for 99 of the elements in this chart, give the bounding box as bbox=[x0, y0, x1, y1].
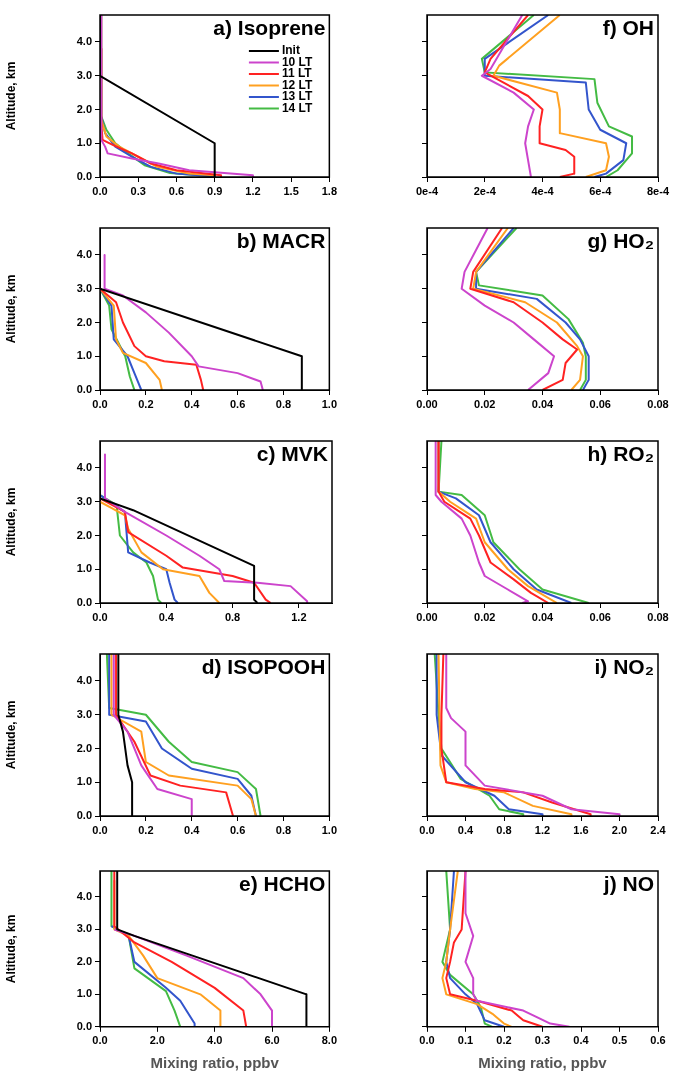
y-tick-label: 1.0 bbox=[76, 562, 92, 575]
x-tick-label: 0.0 bbox=[92, 397, 108, 410]
chart-title: i) NO₂ bbox=[594, 655, 654, 679]
x-tick-label: 0.02 bbox=[474, 397, 496, 410]
y-tick-label: 1.0 bbox=[76, 987, 92, 1000]
x-tick-label: 0.08 bbox=[647, 610, 669, 623]
x-tick-label: 0.6 bbox=[229, 397, 246, 410]
x-tick-label: 0.9 bbox=[207, 184, 223, 197]
x-tick-label: 0.04 bbox=[531, 397, 555, 410]
x-tick-label: 0.0 bbox=[419, 1034, 435, 1047]
x-tick-label: 1.6 bbox=[573, 823, 589, 836]
y-axis-title: Altitude, km bbox=[3, 914, 18, 984]
x-tick-label: 1.5 bbox=[283, 184, 299, 197]
x-tick-label: 6.0 bbox=[264, 1034, 280, 1047]
x-tick-label: 0.06 bbox=[589, 610, 611, 623]
chart-title: j) NO bbox=[602, 872, 654, 896]
chart-title: g) HO₂ bbox=[587, 229, 654, 253]
y-axis-title: Altitude, km bbox=[3, 61, 18, 131]
chart-title: d) ISOPOOH bbox=[201, 655, 326, 679]
x-tick-label: 0.4 bbox=[573, 1034, 590, 1047]
x-tick-label: 0.00 bbox=[416, 610, 438, 623]
chart-title: h) RO₂ bbox=[587, 442, 654, 466]
x-tick-label: 0.4 bbox=[184, 823, 201, 836]
x-tick-label: 2e-4 bbox=[473, 184, 497, 197]
x-tick-label: 0.4 bbox=[184, 397, 201, 410]
x-tick-label: 0.8 bbox=[224, 610, 241, 623]
x-tick-label: 0.0 bbox=[92, 823, 108, 836]
y-axis-title: Altitude, km bbox=[3, 487, 18, 557]
x-tick-label: 0.6 bbox=[650, 1034, 666, 1047]
y-tick-label: 3.0 bbox=[76, 281, 92, 294]
x-tick-label: 0.06 bbox=[589, 397, 611, 410]
x-tick-label: 0.02 bbox=[474, 610, 496, 623]
y-tick-label: 2.0 bbox=[76, 315, 92, 328]
y-tick-label: 0.0 bbox=[76, 596, 92, 609]
y-tick-label: 3.0 bbox=[76, 494, 92, 507]
y-tick-label: 4.0 bbox=[76, 890, 92, 902]
x-tick-label: 0.2 bbox=[138, 823, 154, 836]
x-tick-label: 0.4 bbox=[457, 823, 475, 836]
y-tick-label: 3.0 bbox=[76, 922, 92, 935]
x-tick-label: 1.2 bbox=[291, 610, 307, 623]
y-tick-label: 4.0 bbox=[76, 248, 92, 261]
y-tick-label: 4.0 bbox=[76, 35, 92, 48]
x-tick-label: 0.5 bbox=[611, 1034, 628, 1047]
x-tick-label: 1.2 bbox=[534, 823, 551, 836]
x-tick-label: 2.0 bbox=[611, 823, 628, 836]
x-tick-label: 0.3 bbox=[534, 1034, 551, 1047]
y-tick-label: 1.0 bbox=[76, 136, 92, 149]
chart-title: a) Isoprene bbox=[213, 16, 326, 40]
x-tick-label: 0.6 bbox=[229, 823, 246, 836]
y-tick-label: 0.0 bbox=[76, 383, 92, 396]
x-tick-label: 0.1 bbox=[457, 1034, 474, 1047]
x-tick-label: 1.8 bbox=[321, 184, 337, 197]
y-tick-label: 3.0 bbox=[76, 68, 92, 81]
y-tick-label: 2.0 bbox=[76, 741, 92, 754]
x-tick-label: 0.04 bbox=[531, 610, 555, 623]
y-axis-title: Altitude, km bbox=[3, 700, 18, 770]
y-tick-label: 1.0 bbox=[76, 775, 92, 788]
chart-title: f) OH bbox=[602, 16, 654, 40]
y-tick-label: 2.0 bbox=[76, 102, 92, 115]
x-tick-label: 6e-4 bbox=[589, 184, 613, 197]
chart-title: e) HCHO bbox=[239, 872, 326, 896]
x-tick-label: 0e-4 bbox=[415, 184, 439, 197]
x-tick-label: 0.0 bbox=[92, 1034, 108, 1047]
y-tick-label: 0.0 bbox=[76, 809, 92, 822]
x-tick-label: 0.6 bbox=[168, 184, 185, 197]
x-tick-label: 0.2 bbox=[138, 397, 154, 410]
x-tick-label: 0.4 bbox=[158, 610, 175, 623]
x-tick-label: 1.2 bbox=[245, 184, 261, 197]
x-tick-label: 0.3 bbox=[130, 184, 146, 197]
chart-title: c) MVK bbox=[256, 442, 328, 466]
x-axis-title: Mixing ratio, ppbv bbox=[150, 1054, 280, 1072]
x-tick-label: 4e-4 bbox=[531, 184, 555, 197]
chart-title: b) MACR bbox=[236, 229, 326, 253]
x-tick-label: 0.2 bbox=[496, 1034, 512, 1047]
x-tick-label: 0.08 bbox=[647, 397, 669, 410]
y-tick-label: 0.0 bbox=[76, 1019, 92, 1032]
x-tick-label: 0.0 bbox=[92, 184, 108, 197]
x-tick-label: 0.8 bbox=[496, 823, 512, 836]
x-tick-label: 8.0 bbox=[321, 1034, 337, 1047]
x-tick-label: 2.0 bbox=[149, 1034, 165, 1047]
x-tick-label: 0.00 bbox=[416, 397, 438, 410]
y-tick-label: 1.0 bbox=[76, 349, 92, 362]
y-tick-label: 2.0 bbox=[76, 954, 92, 967]
x-tick-label: 0.0 bbox=[419, 823, 435, 836]
x-tick-label: 0.8 bbox=[275, 823, 292, 836]
x-tick-label: 8e-4 bbox=[646, 184, 670, 197]
x-tick-label: 1.0 bbox=[321, 397, 337, 410]
y-tick-label: 4.0 bbox=[76, 674, 92, 687]
x-tick-label: 2.4 bbox=[650, 823, 667, 836]
y-tick-label: 3.0 bbox=[76, 707, 92, 720]
y-tick-label: 0.0 bbox=[76, 170, 92, 183]
y-tick-label: 2.0 bbox=[76, 528, 92, 541]
y-tick-label: 4.0 bbox=[76, 461, 92, 474]
x-axis-title: Mixing ratio, ppbv bbox=[478, 1054, 608, 1072]
x-tick-label: 1.0 bbox=[321, 823, 337, 836]
x-tick-label: 0.8 bbox=[275, 397, 292, 410]
x-tick-label: 4.0 bbox=[207, 1034, 223, 1047]
x-tick-label: 0.0 bbox=[92, 610, 108, 623]
y-axis-title: Altitude, km bbox=[3, 274, 18, 344]
